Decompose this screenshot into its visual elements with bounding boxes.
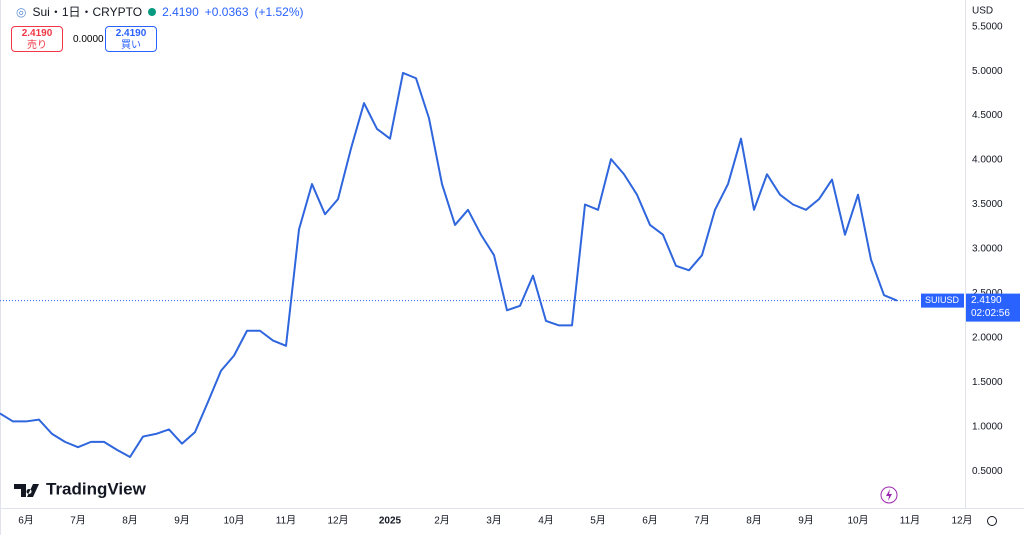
x-tick-label: 2025 — [379, 516, 402, 527]
price-tag-countdown: 02:02:56 — [971, 308, 1010, 319]
price-tag-value: 2.4190 — [971, 295, 1002, 306]
x-tick-label: 10月 — [223, 515, 244, 527]
sell-label: 売り — [27, 40, 47, 51]
y-tick-label: 3.0000 — [972, 244, 1003, 255]
y-tick-label: 5.0000 — [972, 66, 1003, 77]
buy-price: 2.4190 — [115, 28, 147, 39]
change: +0.0363 — [204, 4, 249, 19]
sell-price: 2.4190 — [21, 28, 53, 39]
sell-button[interactable]: 2.4190 売り — [11, 26, 63, 52]
y-tick-label: 2.0000 — [972, 333, 1003, 344]
symbol-tag-text: SUIUSD — [925, 295, 960, 305]
x-tick-label: 10月 — [847, 515, 868, 527]
x-tick-label: 8月 — [746, 515, 762, 527]
y-tick-label: 5.5000 — [972, 21, 1003, 32]
x-tick-label: 7月 — [70, 515, 86, 527]
y-tick-label: 4.0000 — [972, 155, 1003, 166]
y-tick-label: 1.0000 — [972, 421, 1003, 432]
y-tick-label: 1.5000 — [972, 377, 1003, 388]
settings-icon[interactable] — [987, 516, 997, 526]
x-tick-label: 7月 — [694, 515, 710, 527]
x-tick-label: 5月 — [590, 515, 606, 527]
symbol-tag — [921, 293, 964, 308]
buy-label: 買い — [121, 40, 141, 51]
price: 2.4190 — [162, 4, 199, 19]
x-tick-label: 9月 — [798, 515, 814, 527]
status-dot — [148, 7, 157, 16]
x-tick-label: 2月 — [434, 515, 450, 527]
x-tick-label: 12月 — [951, 515, 972, 527]
symbol: Sui・1日・CRYPTO — [32, 5, 143, 19]
x-tick-label: 6月 — [642, 515, 658, 527]
symbol-icon: ◎ — [16, 4, 27, 19]
brand-name: TradingView — [46, 479, 147, 498]
x-tick-label: 11月 — [900, 515, 920, 527]
x-tick-label: 3月 — [486, 515, 502, 527]
x-tick-label: 4月 — [538, 515, 554, 527]
y-tick-label: 4.5000 — [972, 110, 1003, 121]
x-tick-label: 9月 — [174, 515, 190, 527]
symbol-bar: ◎ Sui・1日・CRYPTO 2.4190 +0.0363 (+1.52%) — [16, 3, 304, 20]
x-tick-label: 8月 — [122, 515, 138, 527]
buy-button[interactable]: 2.4190 買い — [105, 26, 157, 52]
price-line — [0, 71, 898, 459]
y-tick-label: 0.5000 — [972, 466, 1003, 477]
alert-bolt — [886, 489, 892, 501]
spread: 0.0000 — [73, 34, 104, 45]
price-tag — [966, 293, 1020, 322]
y-tick-label: 3.5000 — [972, 199, 1003, 210]
x-tick-label: 12月 — [327, 515, 348, 527]
x-tick-label: 11月 — [276, 515, 296, 527]
alert-icon[interactable] — [880, 486, 898, 504]
x-tick-label: 6月 — [18, 515, 34, 527]
currency: USD — [972, 6, 993, 17]
y-tick-label: 2.5000 — [972, 288, 1003, 299]
brand-logo — [14, 484, 39, 497]
change-pct: (+1.52%) — [254, 4, 304, 19]
